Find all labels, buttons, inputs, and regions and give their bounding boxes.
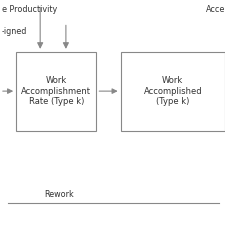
- Text: -igned: -igned: [2, 27, 27, 36]
- FancyBboxPatch shape: [16, 52, 97, 130]
- Text: Work
Accomplishment
Rate (Type k): Work Accomplishment Rate (Type k): [21, 76, 91, 106]
- Text: e Productivity: e Productivity: [2, 4, 57, 13]
- Text: Work
Accomplished
(Type k): Work Accomplished (Type k): [144, 76, 202, 106]
- Text: Acce: Acce: [206, 4, 225, 13]
- Text: Rework: Rework: [44, 190, 74, 199]
- FancyBboxPatch shape: [121, 52, 225, 130]
